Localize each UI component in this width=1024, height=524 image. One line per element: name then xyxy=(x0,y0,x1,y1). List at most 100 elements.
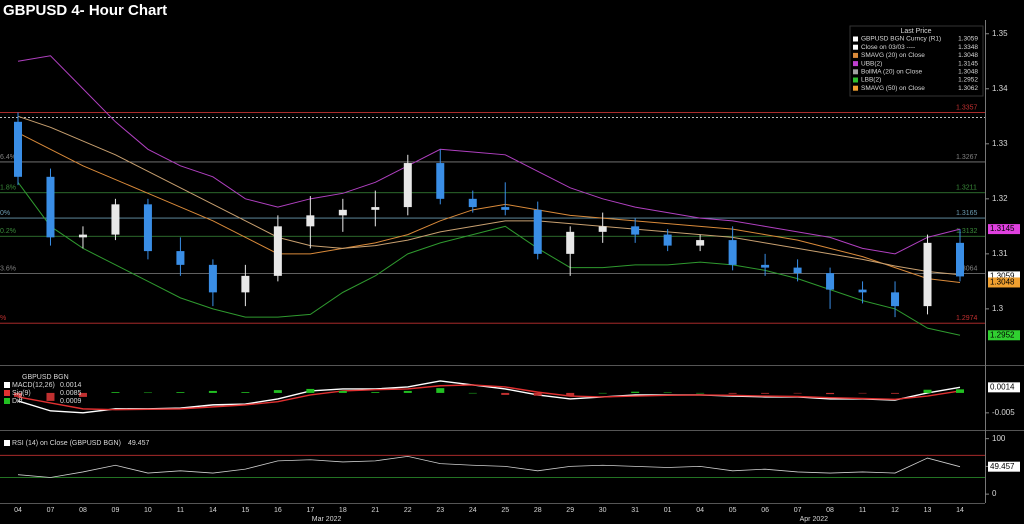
candle-body xyxy=(631,226,640,235)
candle-body xyxy=(371,207,380,210)
panel-label: GBPUSD BGN xyxy=(22,374,69,381)
panel-label: RSI (14) on Close (GBPUSD BGN) xyxy=(12,440,121,447)
y-tick-label: 1.34 xyxy=(992,84,1008,93)
diff-bar xyxy=(598,392,607,394)
axis-tag-label: 0.0014 xyxy=(990,382,1015,391)
candle-body xyxy=(273,226,282,276)
indicator-line xyxy=(17,55,961,255)
x-tick-label: 28 xyxy=(534,507,542,514)
diff-bar xyxy=(338,390,347,393)
candle-body xyxy=(501,207,510,210)
indicator-line xyxy=(17,182,961,336)
candle-body xyxy=(891,292,900,307)
axis-tag xyxy=(988,277,1020,288)
x-tick-label: 06 xyxy=(761,507,769,514)
period-label: Apr 2022 xyxy=(800,516,829,523)
macd-line xyxy=(17,384,961,411)
x-tick-label: 18 xyxy=(339,507,347,514)
candle-body xyxy=(241,275,250,293)
x-tick-label: 09 xyxy=(112,507,120,514)
x-tick-label: 17 xyxy=(306,507,314,514)
fib-label: 0.2% xyxy=(0,228,16,235)
x-tick-label: 01 xyxy=(664,507,672,514)
indicator-line xyxy=(17,115,961,276)
x-tick-label: 11 xyxy=(859,507,866,514)
candle-body xyxy=(14,121,22,177)
diff-bar xyxy=(78,392,87,397)
candle-body xyxy=(663,234,672,246)
diff-bar xyxy=(501,392,510,395)
axis-tag xyxy=(988,271,1020,282)
x-tick-label: 15 xyxy=(241,507,249,514)
legend-swatch xyxy=(853,85,858,91)
diff-bar xyxy=(468,392,477,394)
level-label: 1.3132 xyxy=(956,228,978,235)
y-tick-label: 1.32 xyxy=(992,194,1008,203)
diff-bar xyxy=(696,392,705,394)
legend-swatch xyxy=(853,61,858,67)
diff-bar xyxy=(371,392,380,393)
legend-name: SMAVG (50) on Close xyxy=(861,85,925,92)
x-tick-label: 25 xyxy=(501,507,509,514)
x-tick-label: 29 xyxy=(566,507,574,514)
diff-bar xyxy=(858,392,867,394)
axis-tag xyxy=(988,330,1020,341)
y-tick-label: 100 xyxy=(992,434,1006,443)
candle-body xyxy=(696,240,705,246)
legend-name: UBB(2) xyxy=(861,60,882,67)
diff-bar xyxy=(891,392,900,394)
fib-label: 1.8% xyxy=(0,185,16,192)
diff-bar xyxy=(273,390,282,393)
level-label: 1.3165 xyxy=(956,210,978,217)
legend-name: Close on 03/03 ---- xyxy=(861,44,915,51)
x-tick-label: 30 xyxy=(599,507,607,514)
candle-body xyxy=(143,204,152,252)
candle-body xyxy=(208,264,217,293)
candle-body xyxy=(761,264,770,268)
diff-bar xyxy=(793,392,802,394)
level-label: 1.3267 xyxy=(956,154,978,161)
diff-bar xyxy=(14,392,22,397)
legend-value: 1.3062 xyxy=(958,85,978,92)
x-tick-label: 08 xyxy=(79,507,87,514)
diff-bar xyxy=(956,389,964,393)
legend-name: GBPUSD BGN Curncy (R1) xyxy=(861,36,941,43)
legend-value: 0.0085 xyxy=(60,390,82,397)
legend-value: 1.2952 xyxy=(958,77,978,84)
level-label: 1.3211 xyxy=(956,185,977,192)
legend-name: LBB(2) xyxy=(861,77,881,84)
period-label: Mar 2022 xyxy=(312,516,342,523)
diff-bar xyxy=(436,388,445,393)
candle-body xyxy=(793,267,802,274)
x-tick-label: 12 xyxy=(891,507,899,514)
legend-swatch xyxy=(853,52,858,58)
axis-tag-label: 1.3145 xyxy=(990,224,1015,233)
legend-value: 1.3145 xyxy=(958,60,978,67)
diff-bar xyxy=(46,392,55,401)
x-tick-label: 31 xyxy=(631,507,639,514)
candle-body xyxy=(923,242,932,307)
legend-swatch xyxy=(853,36,858,42)
rsi-line xyxy=(17,455,961,478)
diff-bar xyxy=(533,392,542,396)
candle-body xyxy=(176,251,185,265)
candle-body xyxy=(858,289,867,293)
axis-tag-label: 1.3059 xyxy=(990,272,1015,281)
panel-value: 49.457 xyxy=(128,440,150,447)
legend-name: MACD(12,26) xyxy=(12,382,55,389)
axis-tag xyxy=(988,382,1020,393)
diff-bar xyxy=(826,392,835,395)
diff-bar xyxy=(566,392,575,396)
x-tick-label: 14 xyxy=(956,507,964,514)
x-tick-label: 10 xyxy=(144,507,152,514)
candle-body xyxy=(468,198,477,208)
legend-name: SMAVG (20) on Close xyxy=(861,52,925,59)
candle-body xyxy=(306,215,315,227)
axis-tag-label: 1.2952 xyxy=(990,330,1015,339)
diff-bar xyxy=(111,392,120,393)
diff-bar xyxy=(306,388,315,393)
indicator-line xyxy=(17,132,961,283)
x-tick-label: 04 xyxy=(696,507,704,514)
legend-value: 1.3048 xyxy=(958,69,978,76)
x-tick-label: 07 xyxy=(794,507,802,514)
